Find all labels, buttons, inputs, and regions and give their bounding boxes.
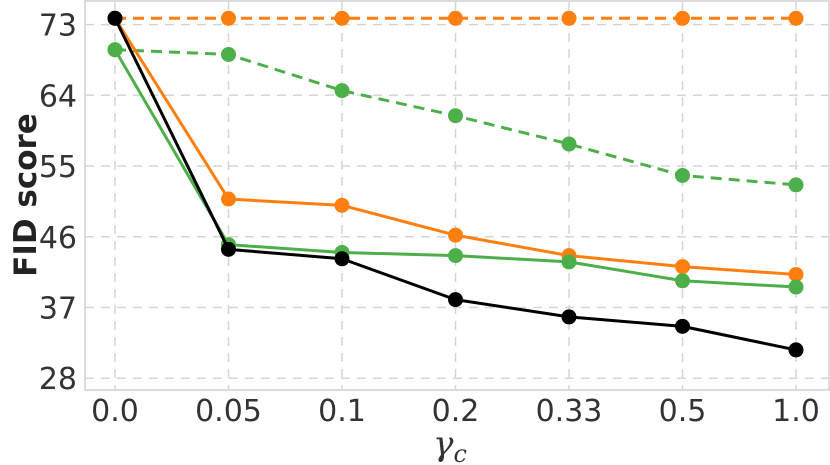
x-tick-labels: 0.0 0.05 0.1 0.2 0.33 0.5 1.0 bbox=[91, 394, 820, 429]
y-tick-label: 28 bbox=[39, 362, 77, 397]
y-tick-labels: 28 37 46 55 64 73 bbox=[39, 9, 77, 398]
x-tick-label: 0.1 bbox=[318, 394, 366, 429]
data-point bbox=[675, 259, 690, 275]
data-point bbox=[788, 266, 804, 282]
x-tick-label: 0.05 bbox=[195, 394, 262, 429]
data-point bbox=[788, 10, 804, 26]
data-point bbox=[675, 167, 690, 183]
y-tick-label: 73 bbox=[39, 9, 77, 44]
data-point bbox=[334, 197, 350, 213]
data-point bbox=[334, 10, 350, 26]
x-axis-label: γc bbox=[433, 424, 467, 465]
data-point bbox=[221, 46, 236, 62]
data-point bbox=[675, 10, 690, 26]
y-tick-label: 37 bbox=[39, 291, 77, 326]
data-point bbox=[107, 42, 123, 58]
data-point bbox=[561, 10, 577, 26]
data-point bbox=[334, 251, 350, 267]
data-point bbox=[788, 342, 804, 358]
data-point bbox=[561, 136, 577, 152]
y-tick-label: 55 bbox=[39, 150, 77, 185]
data-point bbox=[107, 10, 123, 26]
data-point bbox=[448, 248, 463, 264]
y-tick-label: 64 bbox=[39, 79, 77, 114]
data-series bbox=[107, 10, 804, 358]
data-point bbox=[221, 241, 236, 257]
y-axis-label: FID score bbox=[8, 113, 44, 277]
x-axis-label-subscript: c bbox=[453, 440, 466, 465]
data-point bbox=[221, 10, 236, 26]
data-point bbox=[448, 292, 463, 308]
data-point bbox=[448, 10, 463, 26]
data-point bbox=[675, 273, 690, 289]
plot-area-frame bbox=[84, 0, 830, 391]
x-tick-label: 0.5 bbox=[659, 394, 707, 429]
data-point bbox=[561, 309, 577, 325]
data-point bbox=[221, 191, 236, 207]
series-4 bbox=[107, 10, 804, 358]
data-point bbox=[448, 108, 463, 124]
x-axis-label-main: γ bbox=[433, 424, 454, 464]
data-point bbox=[788, 279, 804, 295]
x-tick-label: 0.33 bbox=[536, 394, 603, 429]
x-tick-label: 1.0 bbox=[772, 394, 820, 429]
x-tick-label: 0.0 bbox=[91, 394, 139, 429]
data-point bbox=[788, 177, 804, 193]
data-point bbox=[675, 318, 690, 334]
data-point bbox=[561, 254, 577, 270]
y-tick-label: 46 bbox=[39, 221, 77, 256]
x-tick-label: 0.2 bbox=[432, 394, 480, 429]
data-point bbox=[334, 83, 350, 99]
data-point bbox=[448, 227, 463, 243]
